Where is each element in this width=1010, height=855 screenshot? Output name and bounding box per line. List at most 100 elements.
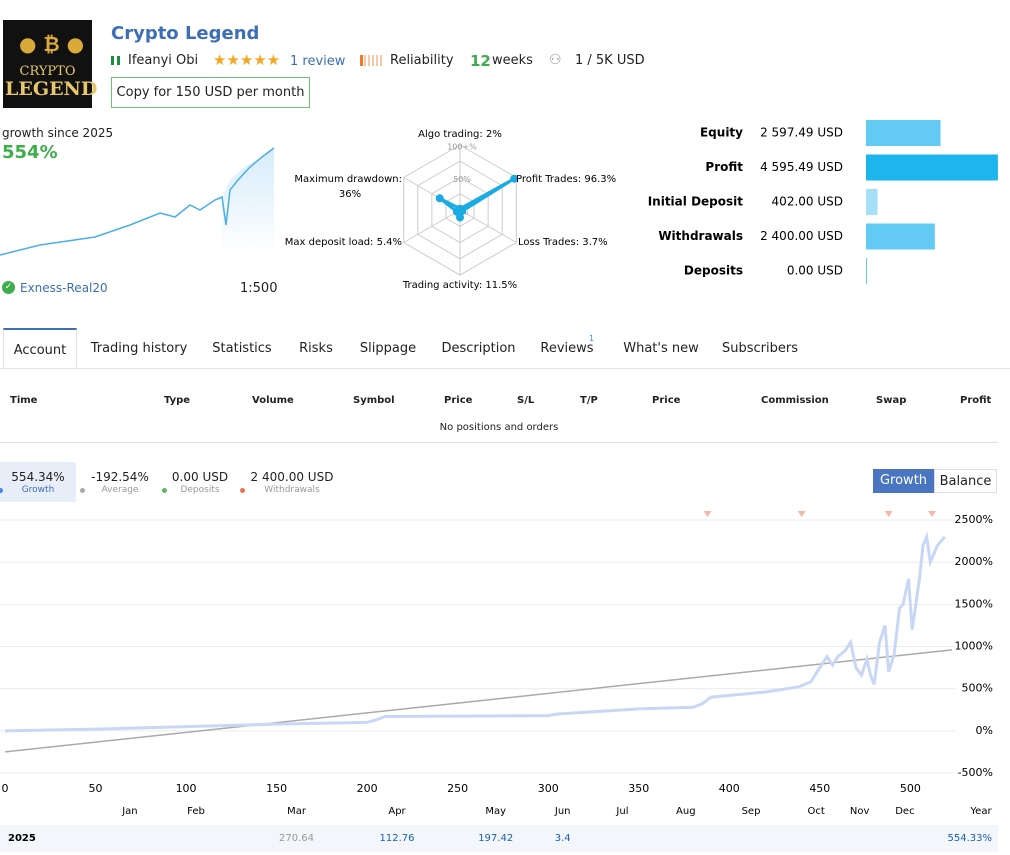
month-label: Sep [742, 806, 761, 817]
weeks-value: 12 [470, 52, 491, 70]
month-label: Jan [121, 806, 137, 817]
verified-icon: ✓ [2, 281, 15, 294]
bar [866, 223, 935, 250]
year-total: 554.33% [948, 833, 993, 844]
stat: 554.34% Growth [0, 462, 76, 502]
bar [866, 120, 941, 146]
y-tick-label: 1000% [955, 640, 993, 653]
stat-value: -192.54% [91, 470, 149, 484]
mini-line [0, 147, 275, 256]
leverage: 1:500 [240, 281, 278, 296]
x-tick-label: 300 [538, 782, 559, 795]
x-tick-label: 100 [176, 782, 197, 795]
year-label: 2025 [8, 833, 36, 844]
logo: ● ₿ ● CRYPTO LEGEND [3, 20, 97, 108]
bar-value-label: 402.00 USD [772, 195, 843, 209]
toggle-button[interactable]: Balance [934, 469, 997, 493]
tab[interactable]: Reviews [540, 341, 594, 356]
line [4, 649, 953, 753]
stat-value: 0.00 USD [171, 470, 229, 484]
bar-value-label: 2 597.49 USD [760, 126, 843, 140]
growth-value: 554% [2, 142, 58, 163]
month-label: Nov [850, 806, 870, 817]
line [4, 531, 946, 733]
y-tick-label: 2500% [955, 513, 993, 526]
radar-chart: 100+%50%0%Algo trading: 2%Profit Trades:… [285, 129, 616, 291]
y-tick-label: 2000% [955, 555, 993, 568]
year-header: Year [969, 806, 992, 817]
stat-dot [239, 488, 245, 493]
toggle-button[interactable]: Growth [873, 469, 934, 493]
month-value: 3.4 [555, 833, 571, 844]
radar-label: Algo trading: 2% [418, 129, 502, 140]
radar-tick-label: 50% [453, 175, 471, 184]
tab[interactable]: Trading history [90, 341, 188, 356]
withdrawal-marker [703, 511, 712, 517]
radar-label: Maximum drawdown: 36% [294, 174, 402, 200]
subscribers: 1 / 5K USD [575, 53, 645, 68]
server[interactable]: Exness-Real20 [20, 281, 108, 295]
bar [866, 189, 878, 215]
month-value: 112.76 [380, 833, 415, 844]
withdrawal-marker [928, 511, 937, 517]
withdrawal-marker [797, 511, 806, 517]
column-header: Price [652, 395, 681, 406]
column-header: Volume [252, 395, 294, 406]
copy-button[interactable]: Copy for 150 USD per month [111, 77, 310, 108]
stat-label: Deposits [180, 485, 220, 495]
positions-table: Time Type Volume Symbol Price S/L T/P Price Comm… [0, 390, 998, 443]
stat: -192.54% Average [79, 462, 158, 502]
column-header: Type [164, 395, 191, 406]
month-label: Jul [615, 806, 628, 817]
column-header: S/L [517, 395, 535, 406]
month-label: Aug [676, 806, 696, 817]
x-tick-label: 500 [900, 782, 921, 795]
tab[interactable]: Risks [299, 341, 333, 356]
radar-shape [438, 177, 516, 222]
x-tick-label: 150 [266, 782, 287, 795]
tab[interactable]: Statistics [212, 341, 272, 356]
logo-coins: ● ₿ ● [19, 32, 85, 56]
tab[interactable]: What's new [623, 341, 699, 356]
column-header: T/P [580, 395, 598, 406]
bar-value-label: 2 400.00 USD [760, 229, 843, 243]
tab[interactable]: Slippage [359, 341, 417, 356]
stat-label: Growth [21, 485, 55, 495]
stat: 0.00 USD Deposits [161, 462, 236, 502]
bar-value-label: 4 595.49 USD [760, 160, 843, 174]
bar-label: Initial Deposit [648, 195, 744, 209]
month-label: Mar [287, 806, 307, 817]
tab-badge: 1 [589, 334, 595, 343]
stat-dot [161, 488, 167, 493]
stat-value: 2 400.00 USD [250, 470, 334, 484]
empty-message: No positions and orders [439, 422, 559, 433]
column-header: Time [10, 395, 38, 406]
month-value: 270.64 [279, 833, 314, 844]
column-header: Commission [761, 395, 829, 406]
month-label: Feb [187, 806, 205, 817]
reviews-link[interactable]: 1 review [290, 54, 346, 69]
tab[interactable]: Description [441, 341, 516, 356]
balance-bars: Equity 2 597.49 USD Profit 4 595.49 USD Init… [648, 120, 998, 284]
reliability: Reliability [390, 53, 454, 68]
bar [866, 154, 998, 181]
radar-spoke [403, 209, 461, 243]
stat-label: Average [101, 485, 139, 495]
month-value: 197.42 [478, 833, 513, 844]
bar-label: Equity [700, 126, 743, 140]
tab[interactable]: Subscribers [722, 341, 798, 356]
radar-label: Profit Trades: 96.3% [516, 174, 616, 185]
y-tick-label: 1500% [955, 597, 993, 610]
x-tick-label: 200 [357, 782, 378, 795]
y-tick-label: 0% [976, 724, 993, 737]
radar-point [452, 207, 461, 216]
bar-label: Deposits [684, 264, 743, 278]
stats-row: 554.34% Growth -192.54% Average 0.00 USD Depo… [0, 462, 600, 502]
y-tick-label: 500% [962, 682, 993, 695]
x-tick-label: 400 [719, 782, 740, 795]
radar-tick-label: 100+% [447, 143, 477, 152]
year-row [0, 825, 998, 852]
tab[interactable]: Account [3, 328, 77, 368]
radar-spoke [459, 209, 517, 243]
